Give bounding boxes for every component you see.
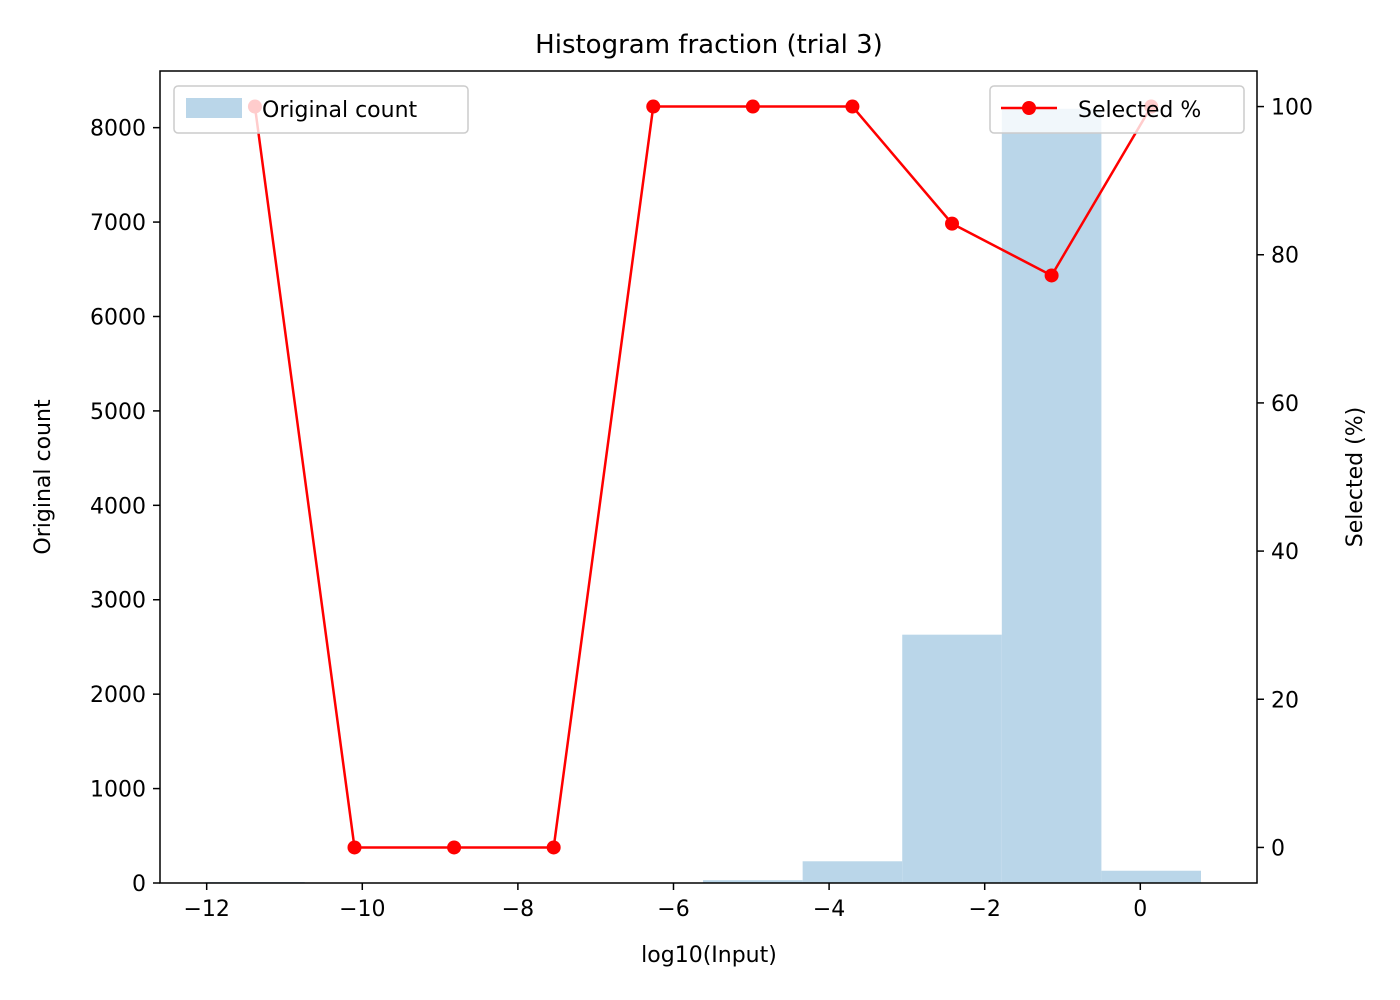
y-right-tick-label-5: 100 [1271,96,1313,121]
x-tick-label-3: −6 [657,897,689,922]
x-tick-label-4: −4 [813,897,845,922]
y-axis-right-label: Selected (%) [1343,407,1368,547]
selected-pct-point-1 [347,840,362,855]
x-axis-label: log10(Input) [641,943,777,968]
y-left-tick-label-4: 4000 [90,494,146,519]
y-right-tick-label-2: 40 [1271,540,1299,565]
bar-bin-9 [1101,870,1201,883]
bar-bin-5 [703,880,803,883]
selected-pct-line [253,105,1153,849]
bar-bin-6 [802,861,903,883]
selected-pct-point-4 [646,99,661,114]
y-left-tick-label-5: 5000 [90,400,146,425]
selected-pct-point-8 [1044,268,1059,283]
legend-line-marker [1022,101,1036,115]
x-tick-label-2: −8 [502,897,534,922]
legend-left-box [173,85,469,134]
x-axis: −12 −10 −8 −6 −4 −2 0 [183,883,1147,922]
x-tick-label-5: −2 [968,897,1000,922]
bar-bin-7 [902,634,1002,883]
legend-left: Original count [173,85,469,134]
plot-frame [159,70,1258,884]
y-left-tick-label-7: 7000 [90,211,146,236]
chart-title: Histogram fraction (trial 3) [535,30,883,60]
x-tick-label-0: −12 [183,897,229,922]
bar-series [205,108,1201,883]
y-left-tick-label-2: 2000 [90,683,146,708]
selected-pct-point-6 [845,99,860,114]
y-axis-left-label: Original count [31,399,56,555]
x-tick-label-6: 0 [1133,897,1147,922]
legend-label-selected-pct: Selected % [1078,98,1201,123]
y-axis-left: 0 1000 2000 3000 4000 5000 6000 7000 8000 [90,117,160,897]
y-left-tick-label-6: 6000 [90,305,146,330]
legend-right-box [989,85,1245,134]
y-left-tick-label-1: 1000 [90,778,146,803]
selected-pct-point-2 [447,840,462,855]
y-left-tick-label-8: 8000 [90,117,146,142]
selected-pct-point-7 [945,216,960,231]
y-axis-right: 0 20 40 60 80 100 [1257,96,1313,861]
y-right-tick-label-4: 80 [1271,244,1299,269]
y-left-tick-label-3: 3000 [90,589,146,614]
selected-pct-point-3 [546,840,561,855]
y-left-tick-label-0: 0 [132,872,146,897]
legend-label-original-count: Original count [262,98,418,123]
y-right-tick-label-3: 60 [1271,392,1299,417]
bar-bin-8 [1001,108,1102,883]
legend-bar-swatch [186,98,242,118]
legend-right: Selected % [989,85,1245,134]
selected-pct-point-5 [745,99,760,114]
y-right-tick-label-0: 0 [1271,836,1285,861]
y-right-tick-label-1: 20 [1271,688,1299,713]
x-tick-label-1: −10 [339,897,385,922]
